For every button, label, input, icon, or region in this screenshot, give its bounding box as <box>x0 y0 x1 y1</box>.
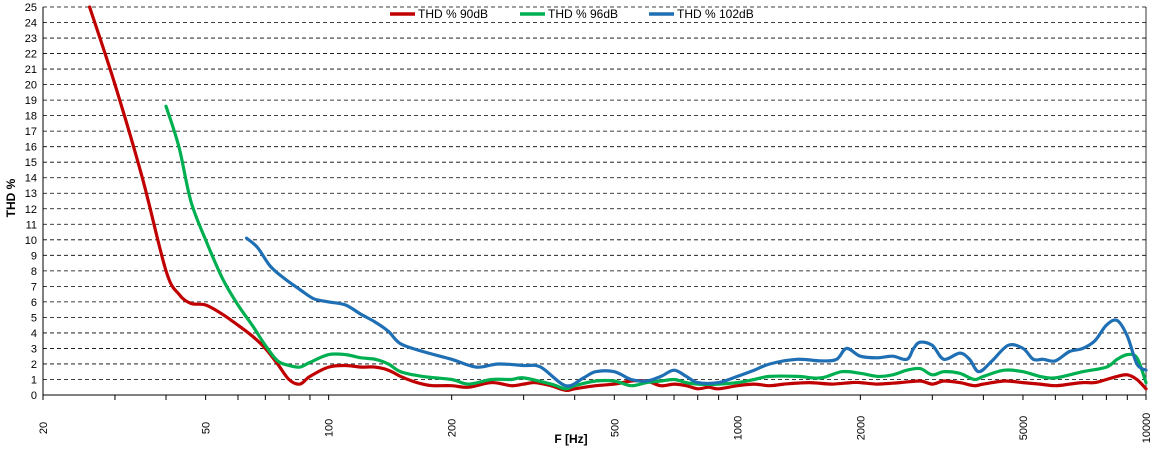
y-tick-label: 2 <box>31 359 37 371</box>
series-line-1 <box>88 5 1148 393</box>
axes: 0123456789101112131415161718192021222324… <box>25 2 1153 443</box>
x-tick-label: 500 <box>609 419 621 437</box>
y-tick-label: 7 <box>31 281 37 293</box>
gridlines <box>43 6 1146 380</box>
y-tick-label: 23 <box>25 33 37 45</box>
series-line-2 <box>164 104 1148 391</box>
y-tick-label: 21 <box>25 64 37 76</box>
x-tick-label: 10000 <box>1141 413 1153 444</box>
legend: THD % 90dB THD % 96dB THD % 102dB <box>390 7 754 21</box>
y-tick-label: 14 <box>25 173 37 185</box>
y-tick-label: 1 <box>31 374 37 386</box>
y-tick-label: 13 <box>25 188 37 200</box>
x-tick-label: 1000 <box>732 416 744 440</box>
x-tick-label: 50 <box>201 422 213 434</box>
x-axis-title: F [Hz] <box>554 432 587 446</box>
x-tick-label: 5000 <box>1018 416 1030 440</box>
y-tick-label: 18 <box>25 111 37 123</box>
x-tick-label: 20 <box>38 422 50 434</box>
y-axis-title: THD % <box>4 178 18 217</box>
y-tick-label: 10 <box>25 235 37 247</box>
series-lines <box>88 5 1148 393</box>
y-tick-label: 19 <box>25 95 37 107</box>
x-tick-label: 100 <box>324 419 336 437</box>
y-tick-label: 9 <box>31 250 37 262</box>
y-tick-label: 3 <box>31 343 37 355</box>
y-tick-label: 22 <box>25 49 37 61</box>
legend-label-1: THD % 90dB <box>418 7 488 21</box>
y-tick-label: 20 <box>25 80 37 92</box>
series-line-3 <box>245 236 1148 388</box>
y-tick-label: 8 <box>31 266 37 278</box>
x-tick-label: 2000 <box>855 416 867 440</box>
y-tick-label: 15 <box>25 157 37 169</box>
y-tick-label: 0 <box>31 390 37 402</box>
y-tick-label: 17 <box>25 126 37 138</box>
y-tick-label: 24 <box>25 18 37 30</box>
y-tick-label: 4 <box>31 328 37 340</box>
y-tick-label: 11 <box>26 219 37 231</box>
y-tick-label: 16 <box>25 142 37 154</box>
x-tick-label: 200 <box>447 419 459 437</box>
y-tick-label: 6 <box>31 297 37 309</box>
y-tick-label: 5 <box>31 312 37 324</box>
y-tick-label: 25 <box>25 2 37 14</box>
legend-label-2: THD % 96dB <box>548 7 618 21</box>
y-tick-label: 12 <box>25 204 37 216</box>
legend-label-3: THD % 102dB <box>677 7 754 21</box>
